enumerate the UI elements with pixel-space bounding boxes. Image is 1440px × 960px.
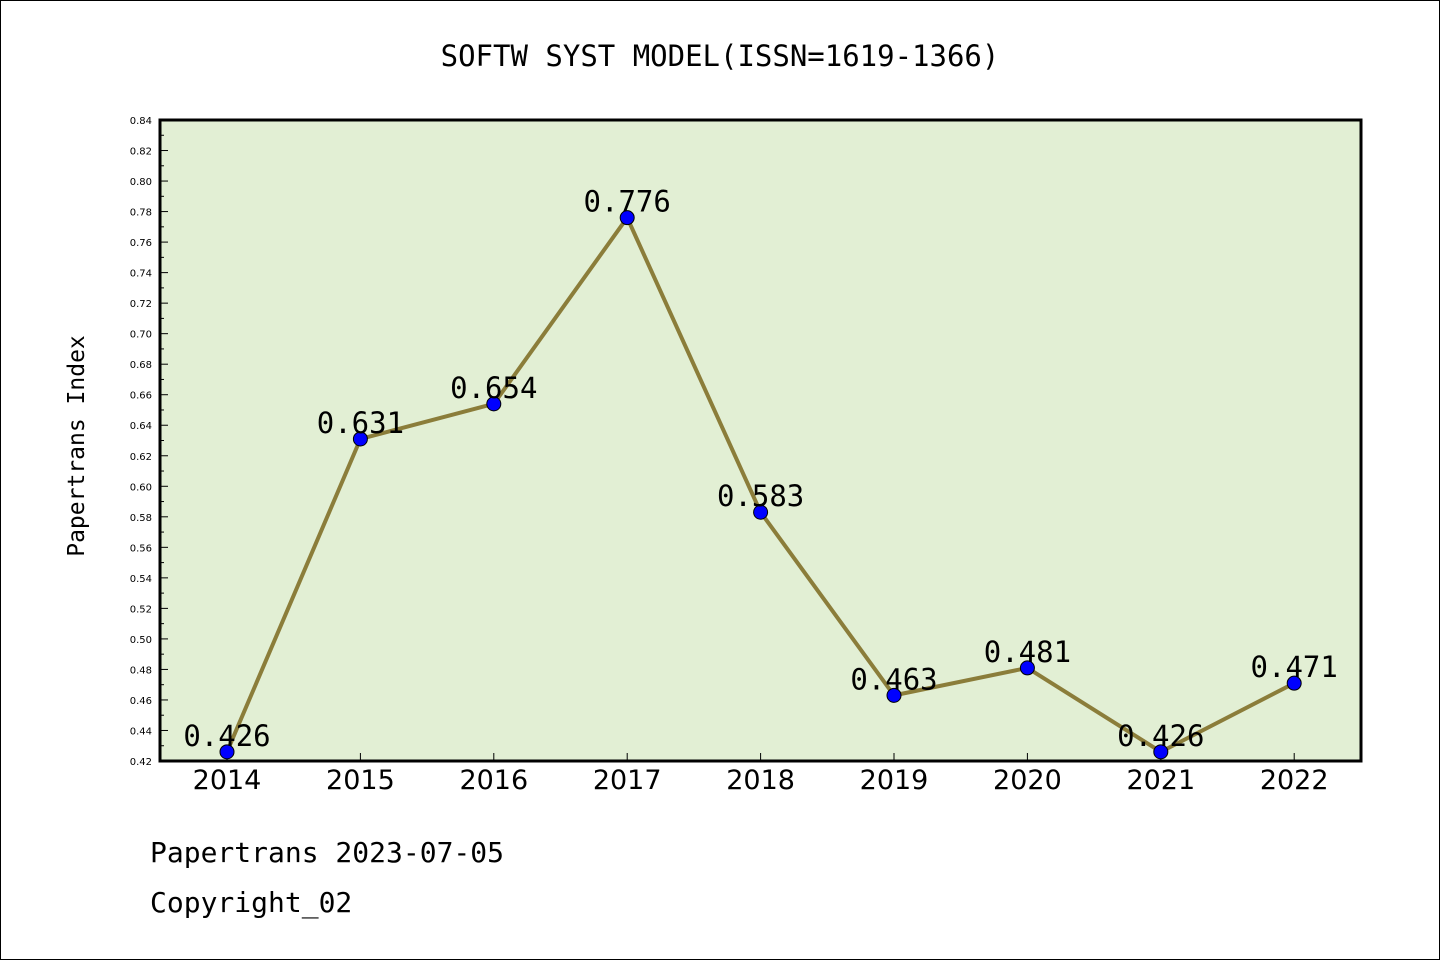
- plot-area: [158, 118, 1363, 763]
- x-axis-ticks: 2014 2015 2016 2017 2018 2019 2020 2021 2022: [193, 753, 1329, 796]
- data-point: [886, 687, 902, 703]
- data-point: [486, 396, 502, 412]
- y-tick-label: 0.76: [130, 238, 152, 249]
- footer-copyright: Copyright_02: [150, 886, 353, 919]
- y-tick-label: 0.80: [130, 177, 152, 188]
- data-point: [753, 504, 769, 520]
- y-tick-label: 0.42: [130, 757, 152, 768]
- data-label: 0.631: [317, 406, 404, 440]
- data-label: 0.776: [584, 185, 671, 219]
- y-tick-label: 0.70: [130, 330, 152, 341]
- y-axis-ticks: 0.42 0.44 0.46 0.48 0.50 0.52 0.54 0.56 0.58 0.60…: [130, 116, 168, 768]
- data-point: [619, 210, 635, 226]
- y-tick-label: 0.74: [130, 269, 152, 280]
- x-tick-label: 2019: [860, 765, 929, 796]
- x-tick-label: 2016: [459, 765, 528, 796]
- x-tick-label: 2017: [593, 765, 662, 796]
- data-point: [219, 744, 235, 760]
- data-label: 0.426: [1117, 719, 1204, 753]
- y-tick-label: 0.84: [130, 116, 152, 127]
- footer-date: Papertrans 2023-07-05: [150, 836, 505, 869]
- x-tick-label: 2018: [726, 765, 795, 796]
- data-labels: 0.426 0.631 0.654 0.776 0.583 0.463 0.481 0.426…: [183, 185, 1338, 753]
- y-tick-label: 0.66: [130, 391, 152, 402]
- x-tick-label: 2014: [193, 765, 262, 796]
- y-tick-label: 0.62: [130, 452, 152, 463]
- chart-title: SOFTW SYST MODEL(ISSN=1619-1366): [441, 39, 1000, 73]
- y-tick-label: 0.82: [130, 147, 152, 158]
- y-tick-label: 0.52: [130, 604, 152, 615]
- data-point: [1153, 744, 1169, 760]
- data-markers: [219, 210, 1302, 760]
- data-point: [1019, 660, 1035, 676]
- y-axis-label: Papertrans Index: [64, 335, 90, 557]
- data-point: [1286, 675, 1302, 691]
- y-tick-label: 0.78: [130, 208, 152, 219]
- y-tick-label: 0.44: [130, 726, 152, 737]
- y-tick-label: 0.72: [130, 299, 152, 310]
- y-tick-label: 0.56: [130, 543, 152, 554]
- y-tick-label: 0.64: [130, 421, 152, 432]
- data-label: 0.583: [717, 479, 804, 513]
- y-tick-label: 0.48: [130, 665, 152, 676]
- data-point: [352, 431, 368, 447]
- data-label: 0.463: [850, 662, 937, 696]
- data-label: 0.654: [450, 371, 537, 405]
- x-tick-label: 2020: [993, 765, 1062, 796]
- x-tick-label: 2021: [1126, 765, 1195, 796]
- data-label: 0.481: [984, 635, 1071, 669]
- data-label: 0.471: [1251, 650, 1338, 684]
- y-tick-label: 0.46: [130, 696, 152, 707]
- x-tick-label: 2015: [326, 765, 395, 796]
- y-tick-label: 0.68: [130, 360, 152, 371]
- y-tick-label: 0.50: [130, 635, 152, 646]
- y-tick-label: 0.54: [130, 574, 152, 585]
- data-label: 0.426: [183, 719, 270, 753]
- y-tick-label: 0.58: [130, 513, 152, 524]
- y-tick-label: 0.60: [130, 482, 152, 493]
- x-tick-label: 2022: [1260, 765, 1329, 796]
